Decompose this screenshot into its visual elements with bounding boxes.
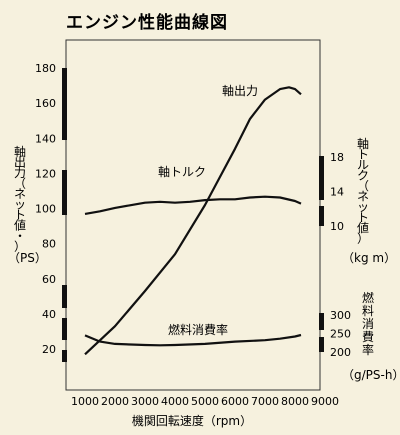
torque-tick-label: 18 [330, 151, 344, 164]
series-label-fuel: 燃料消費率 [168, 322, 228, 337]
x-tick-label: 2000 [101, 395, 129, 408]
left-scale-bar [62, 170, 67, 215]
x-tick-label: 1000 [71, 395, 99, 408]
torque-tick-label: 10 [330, 220, 344, 233]
torque-tick-label: 14 [330, 186, 344, 199]
series-lines [84, 86, 302, 356]
right-axis-bars [319, 156, 324, 352]
left-axis-bars [62, 68, 67, 362]
torque-tick-labels: 10 14 18 [330, 151, 344, 233]
x-tick-label: 9000 [311, 395, 339, 408]
x-tick-label: 7000 [251, 395, 279, 408]
y-tick-label: 20 [42, 343, 56, 356]
y-tick-label: 80 [42, 238, 56, 251]
y-tick-label: 120 [35, 167, 56, 180]
right-scale-bar [319, 313, 324, 330]
left-scale-bar [62, 350, 67, 362]
y-tick-label: 140 [35, 132, 56, 145]
x-tick-label: 6000 [221, 395, 249, 408]
fuel-tick-label: 200 [330, 346, 351, 359]
right-scale-bar [319, 156, 324, 200]
y-tick-label: 60 [42, 273, 56, 286]
x-axis-label: 機関回転速度（rpm） [132, 413, 252, 428]
y-tick-label: 100 [35, 203, 56, 216]
series-line-torque [84, 195, 302, 215]
y-tick-label: 160 [35, 97, 56, 110]
left-scale-bar [62, 68, 67, 140]
right-scale-bar [319, 337, 324, 352]
torque-axis-label-text: 軸トルク（ネット値） [357, 137, 369, 246]
chart-title: エンジン性能曲線図 [66, 12, 228, 33]
torque-axis-label: 軸トルク（ネット値） [357, 137, 369, 246]
left-axis-label-text: 軸出力（ネット値・） [14, 145, 26, 254]
fuel-tick-label: 250 [330, 328, 351, 341]
left-axis-unit: （PS） [8, 251, 47, 265]
fuel-axis-unit: （g/PS-h） [342, 368, 400, 382]
y-tick-label: 180 [35, 62, 56, 75]
torque-axis-unit: （kg m） [342, 251, 396, 265]
x-tick-label: 5000 [191, 395, 219, 408]
x-tick-label: 8000 [281, 395, 309, 408]
fuel-tick-label: 300 [330, 309, 351, 322]
series-label-power: 軸出力 [222, 84, 258, 98]
x-tick-label: 4000 [161, 395, 189, 408]
series-line-fuel [84, 333, 302, 347]
fuel-axis-label: 燃料消費率 [362, 290, 374, 357]
series-label-torque: 軸トルク [158, 165, 206, 179]
x-tick-labels: 1000 2000 3000 4000 5000 6000 7000 8000 9000 [71, 395, 339, 408]
x-tick-label: 3000 [131, 395, 159, 408]
left-axis-label: 軸出力（ネット値・） [14, 145, 26, 254]
series-line-power [84, 86, 302, 356]
fuel-axis-label-text: 燃料消費率 [362, 290, 374, 357]
y-tick-label: 40 [42, 308, 56, 321]
left-scale-bar [62, 318, 67, 340]
right-scale-bar [319, 206, 324, 226]
left-scale-bar [62, 285, 67, 308]
y-tick-labels: 20 40 60 80 100 120 140 160 180 [35, 62, 56, 356]
fuel-tick-labels: 200 250 300 [330, 309, 351, 359]
